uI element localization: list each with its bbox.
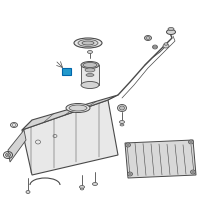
- Ellipse shape: [190, 170, 196, 174]
- Ellipse shape: [7, 154, 9, 156]
- Ellipse shape: [127, 144, 129, 146]
- Ellipse shape: [146, 36, 150, 40]
- Ellipse shape: [66, 104, 90, 112]
- Ellipse shape: [166, 29, 176, 34]
- Ellipse shape: [81, 82, 99, 88]
- Ellipse shape: [88, 50, 92, 53]
- Ellipse shape: [80, 188, 84, 190]
- Ellipse shape: [144, 36, 152, 40]
- Ellipse shape: [26, 190, 30, 194]
- Ellipse shape: [85, 68, 95, 72]
- Ellipse shape: [12, 123, 16, 127]
- Ellipse shape: [92, 182, 98, 186]
- Ellipse shape: [164, 43, 168, 45]
- Ellipse shape: [80, 186, 84, 188]
- Ellipse shape: [78, 40, 98, 46]
- Ellipse shape: [69, 105, 87, 111]
- Ellipse shape: [120, 106, 124, 110]
- Polygon shape: [125, 140, 196, 178]
- Polygon shape: [81, 65, 99, 85]
- Ellipse shape: [86, 73, 94, 76]
- Ellipse shape: [126, 143, 130, 147]
- Ellipse shape: [6, 153, 10, 157]
- Ellipse shape: [120, 120, 124, 123]
- Ellipse shape: [188, 140, 194, 144]
- Ellipse shape: [129, 173, 131, 175]
- Ellipse shape: [82, 41, 94, 45]
- Polygon shape: [22, 100, 118, 175]
- Ellipse shape: [118, 104, 127, 112]
- Ellipse shape: [128, 172, 132, 176]
- Ellipse shape: [190, 141, 192, 143]
- Bar: [62, 68, 71, 75]
- Ellipse shape: [154, 46, 156, 48]
- Ellipse shape: [163, 44, 169, 48]
- Ellipse shape: [74, 38, 102, 48]
- Ellipse shape: [153, 45, 158, 49]
- Ellipse shape: [81, 62, 99, 68]
- Polygon shape: [22, 95, 118, 130]
- Ellipse shape: [83, 62, 97, 68]
- Ellipse shape: [168, 27, 174, 30]
- Polygon shape: [8, 130, 26, 162]
- Ellipse shape: [120, 124, 124, 126]
- Ellipse shape: [192, 171, 194, 173]
